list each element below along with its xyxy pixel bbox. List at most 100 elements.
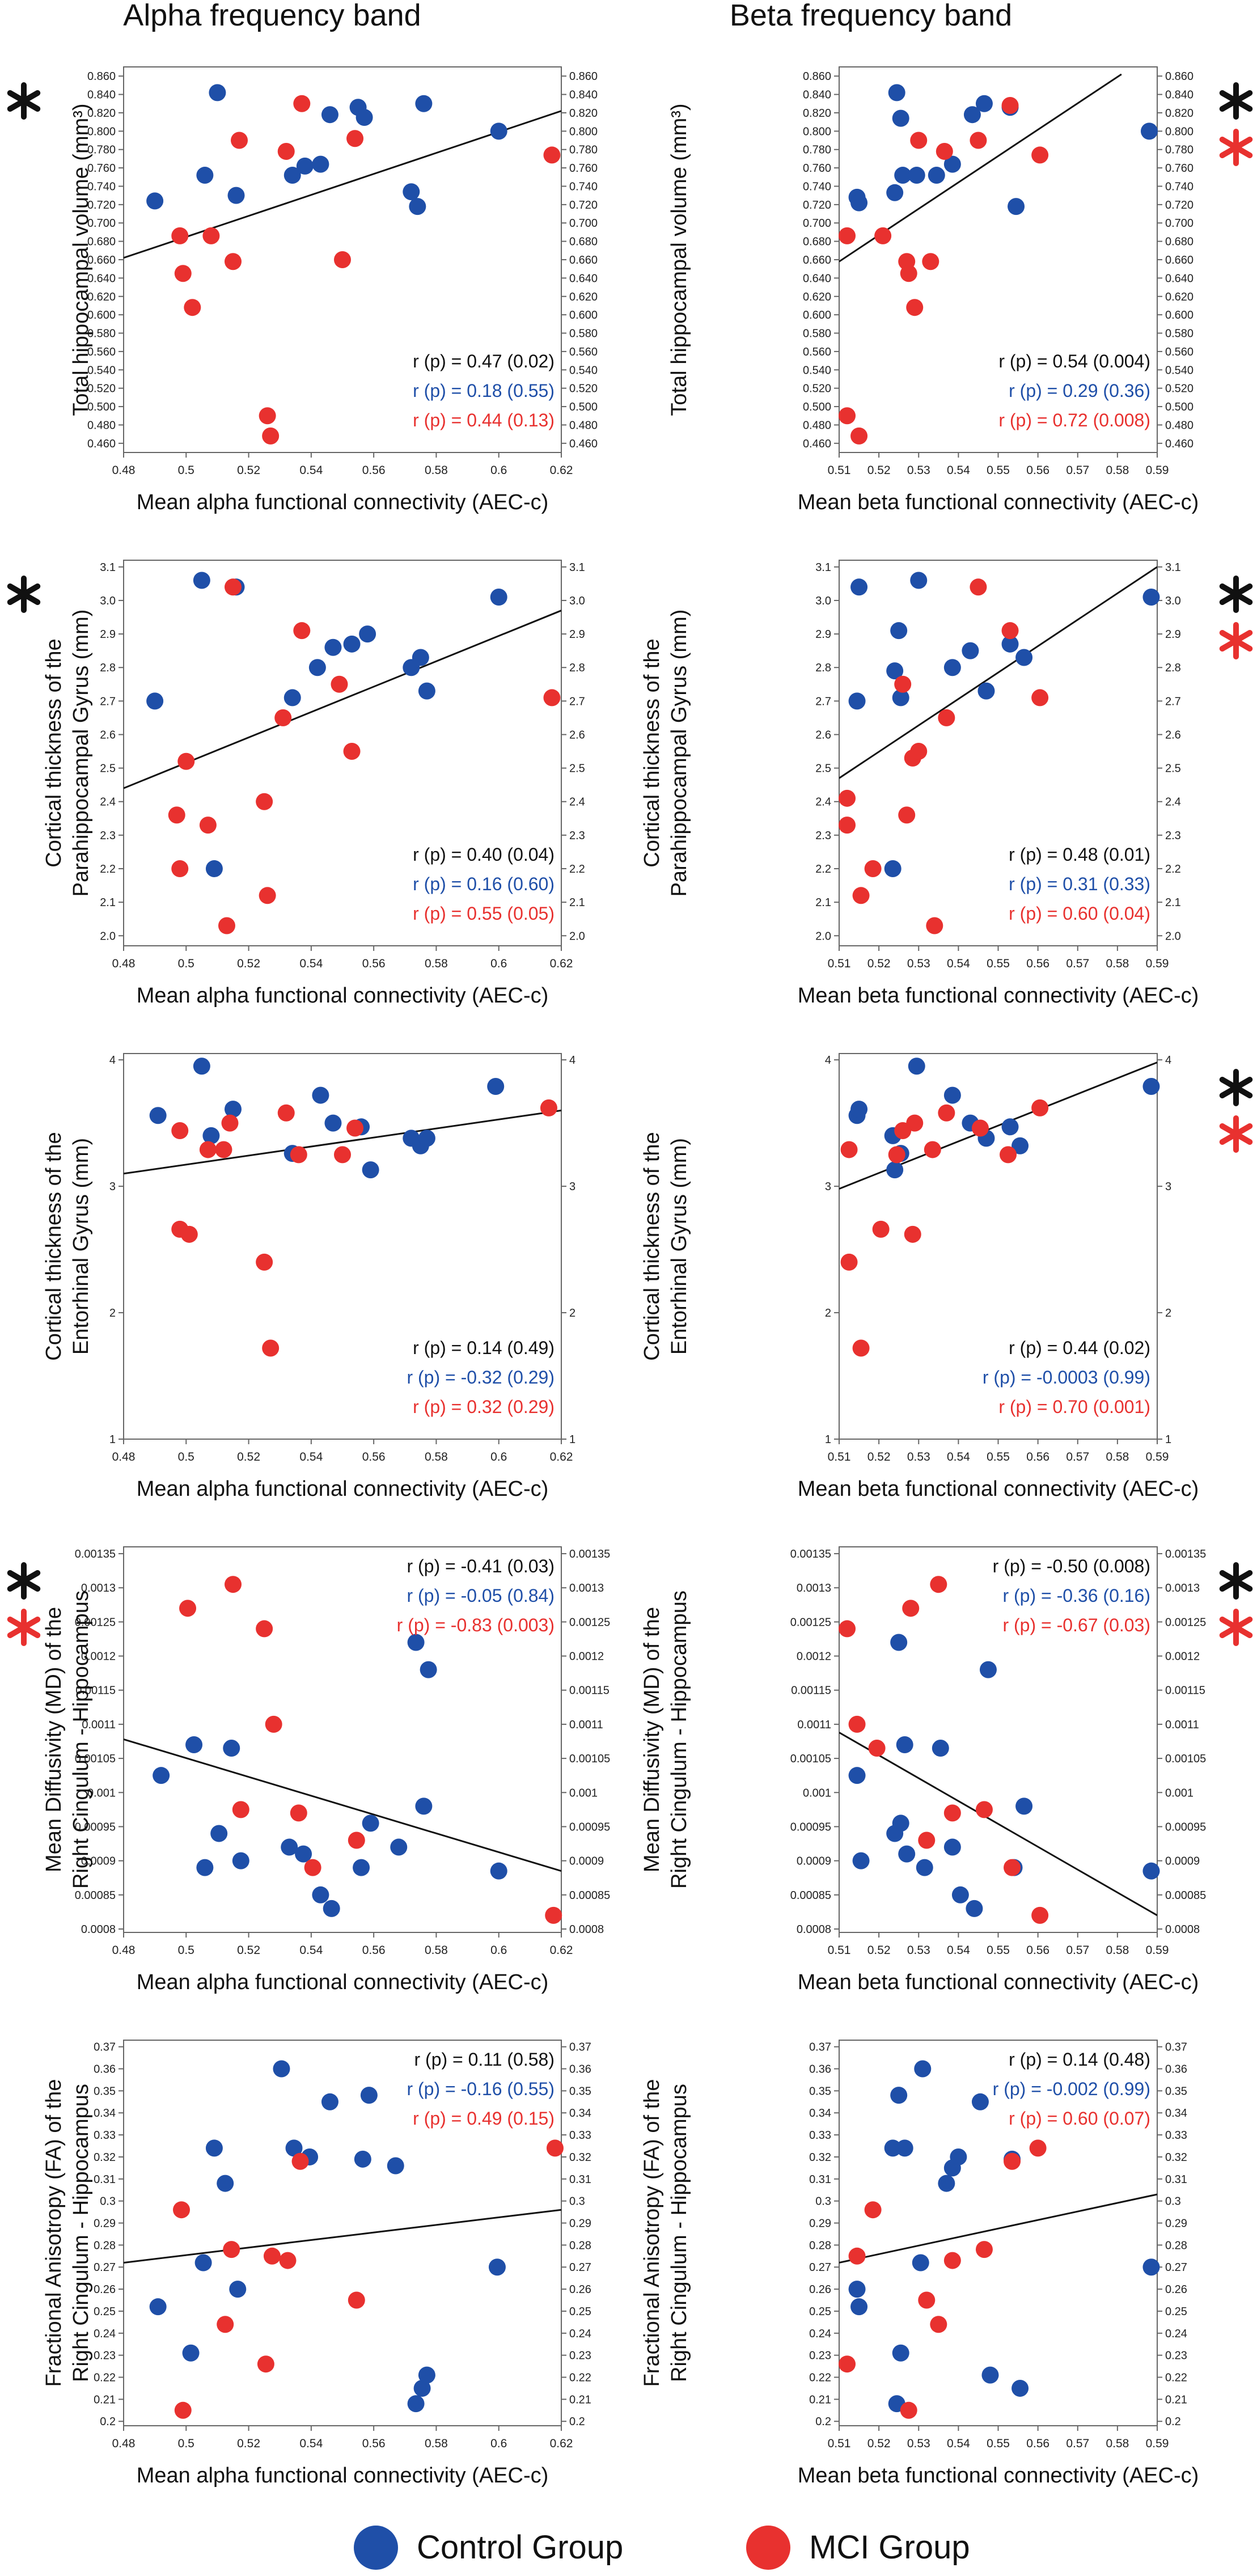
y-tick-label-right: 0.480 (569, 419, 598, 432)
control-point (149, 1107, 167, 1124)
control-point (196, 1859, 214, 1876)
y-tick-label: 2.7 (815, 695, 831, 708)
regression-line (839, 1732, 1157, 1917)
y-axis-label: Cortical thickness of the (42, 638, 66, 867)
mci-point (840, 1253, 858, 1271)
control-point (908, 1058, 925, 1075)
x-tick-label: 0.58 (1106, 1450, 1129, 1463)
y-tick-label: 0.820 (803, 107, 831, 120)
x-tick-label: 0.58 (425, 464, 448, 477)
y-tick-label-right: 0.3 (1165, 2196, 1181, 2208)
mci-point (1031, 1099, 1049, 1116)
y-tick-label-right: 0.0011 (569, 1719, 603, 1731)
x-tick-label: 0.56 (362, 1944, 386, 1957)
x-tick-label: 0.54 (299, 1944, 323, 1957)
mci-point (179, 1600, 197, 1617)
x-axis-label: Mean beta functional connectivity (AEC-c… (798, 1477, 1199, 1501)
y-tick-label: 0.0012 (797, 1651, 831, 1663)
control-point (387, 2157, 404, 2175)
y-tick-label: 2.4 (100, 796, 116, 809)
y-axis-label: Right Cingulum - Hippocampus (69, 1591, 93, 1889)
x-tick-label: 0.62 (550, 1944, 573, 1957)
x-tick-label: 0.56 (362, 957, 386, 970)
control-point (285, 2139, 303, 2157)
x-tick-label: 0.5 (178, 464, 194, 477)
significance-star-black (7, 82, 41, 120)
y-tick-label: 0.500 (803, 401, 831, 413)
x-tick-label: 0.51 (828, 957, 851, 970)
mci-point (343, 743, 361, 760)
control-point (232, 1852, 249, 1869)
y-tick-label: 0.32 (94, 2151, 116, 2164)
y-tick-label-right: 2.3 (1165, 830, 1181, 842)
stat-overall: r (p) = 0.48 (0.01) (1009, 844, 1150, 865)
y-tick-label-right: 0.31 (569, 2173, 591, 2186)
stat-control: r (p) = 0.18 (0.55) (413, 380, 555, 401)
mci-point (864, 860, 882, 877)
y-tick-label: 0.0009 (797, 1855, 831, 1868)
y-tick-label: 0.00135 (75, 1548, 116, 1560)
significance-star-red (1219, 129, 1253, 166)
y-tick-label-right: 2.0 (569, 930, 585, 942)
y-tick-label: 2.5 (100, 763, 116, 775)
x-tick-label: 0.51 (828, 1944, 851, 1957)
y-tick-label-right: 0.660 (569, 254, 598, 267)
mci-point (1031, 146, 1049, 164)
mci-point (1004, 1859, 1021, 1876)
mci-point (1004, 2152, 1021, 2170)
regression-line (839, 2193, 1157, 2264)
control-point (886, 662, 904, 680)
mci-point (970, 578, 987, 596)
column-title-beta: Beta frequency band (730, 0, 1012, 32)
y-tick-label: 3.1 (815, 561, 831, 574)
x-axis-label: Mean alpha functional connectivity (AEC-… (137, 490, 549, 514)
y-tick-label-right: 0.500 (569, 401, 598, 413)
y-tick-label-right: 0.00085 (569, 1889, 610, 1902)
significance-star-black (1219, 1562, 1253, 1600)
mci-point (924, 1141, 941, 1158)
control-point (360, 2087, 378, 2104)
y-tick-label-right: 2.4 (569, 796, 585, 809)
control-point (1140, 122, 1158, 140)
y-tick-label-right: 0.24 (1165, 2328, 1187, 2340)
mci-point (256, 793, 273, 810)
mci-point (171, 1122, 189, 1139)
x-tick-label: 0.54 (947, 1450, 970, 1463)
x-tick-label: 0.51 (828, 1450, 851, 1463)
mci-point (898, 806, 916, 824)
y-tick-label-right: 0.660 (1165, 254, 1193, 267)
control-point (353, 1859, 370, 1876)
y-tick-label: 0.22 (94, 2372, 116, 2384)
mci-point (910, 132, 928, 149)
star-stroke (7, 1570, 41, 1592)
y-tick-label-right: 0.620 (1165, 291, 1193, 303)
mci-point (259, 887, 276, 904)
y-tick-label: 0.780 (803, 144, 831, 156)
mci-point (232, 1801, 249, 1818)
control-point (210, 1825, 228, 1842)
panel-r1-c1: 0.51 0.52 0.53 0.54 0.55 0.56 0.57 0.58 0.59 2.0 2… (640, 560, 1253, 1008)
y-tick-label-right: 0.780 (569, 144, 598, 156)
y-tick-label: 0.37 (809, 2041, 831, 2054)
y-tick-label: 0.31 (809, 2173, 831, 2186)
x-tick-label: 0.56 (1026, 957, 1049, 970)
control-point (886, 184, 904, 201)
x-tick-label: 0.57 (1066, 957, 1089, 970)
star-stroke (7, 583, 41, 605)
mci-point (926, 917, 943, 934)
y-tick-label-right: 0.820 (1165, 107, 1193, 120)
control-point (407, 1634, 425, 1651)
stat-control: r (p) = -0.16 (0.55) (407, 2079, 555, 2099)
y-tick-label: 0.00125 (790, 1616, 831, 1628)
y-axis-label: Mean Diffusivity (MD) of the (640, 1607, 664, 1872)
y-axis-label: Mean Diffusivity (MD) of the (42, 1607, 66, 1872)
control-point (963, 106, 981, 124)
mci-point (1000, 1146, 1017, 1164)
y-tick-label-right: 0.32 (569, 2151, 591, 2164)
y-tick-label: 0.31 (94, 2173, 116, 2186)
control-point (1015, 649, 1033, 666)
mci-point (257, 2355, 274, 2373)
mci-point (262, 1339, 280, 1357)
control-point (182, 2344, 200, 2362)
y-tick-label: 0.800 (87, 125, 116, 138)
